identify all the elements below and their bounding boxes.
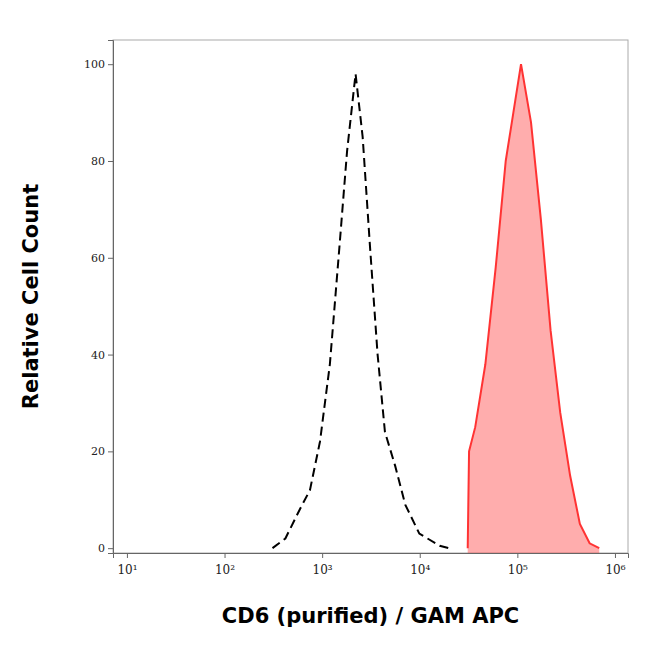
y-tick-label: 0 (98, 542, 105, 555)
y-tick-label: 60 (91, 252, 105, 265)
x-axis-line (114, 554, 629, 559)
y-tick-mark (108, 258, 113, 259)
y-tick: 100 (84, 58, 113, 71)
area-fill (468, 64, 600, 553)
x-tick-mark (420, 553, 421, 558)
x-axis: 10¹ 10² 10³ 10⁴ 10⁵ 10⁶ (114, 553, 629, 577)
y-tick-label: 80 (91, 155, 105, 168)
x-tick-label: 10² (215, 563, 235, 577)
x-tick-label: 10³ (313, 563, 333, 577)
y-tick-label: 100 (84, 58, 105, 71)
x-tick: 10³ (313, 553, 333, 577)
x-tick: 10⁴ (410, 553, 430, 577)
x-tick: 10⁵ (508, 553, 528, 577)
y-axis-line (108, 41, 114, 554)
x-tick-label: 10⁵ (508, 563, 528, 577)
chart: 10¹ 10² 10³ 10⁴ 10⁵ 10⁶ 0 20 40 60 80 100 CD6 (purif… (0, 0, 650, 645)
y-tick: 20 (91, 445, 113, 458)
y-axis: 0 20 40 60 80 100 (84, 41, 114, 556)
x-tick-mark (322, 553, 323, 558)
y-tick-mark (108, 548, 113, 549)
x-tick-mark (615, 553, 616, 558)
data-layer (272, 64, 599, 553)
y-tick: 40 (91, 349, 113, 362)
x-tick-mark (225, 553, 226, 558)
plot-area: 10¹ 10² 10³ 10⁴ 10⁵ 10⁶ 0 20 40 60 80 100 (84, 40, 629, 577)
x-tick-label: 10⁴ (410, 563, 430, 577)
x-tick-label: 10¹ (117, 563, 137, 577)
x-tick-label: 10⁶ (605, 563, 625, 577)
y-tick-label: 40 (91, 349, 105, 362)
x-tick: 10⁶ (605, 553, 625, 577)
y-tick: 0 (98, 542, 113, 555)
y-tick-label: 20 (91, 445, 105, 458)
y-tick-mark (108, 64, 113, 65)
y-tick: 60 (91, 252, 113, 265)
y-tick-mark (108, 355, 113, 356)
x-tick-mark (517, 553, 518, 558)
series-line (272, 74, 449, 548)
x-axis-title: CD6 (purified) / GAM APC (222, 604, 519, 628)
y-tick-mark (108, 161, 113, 162)
y-axis-title: Relative Cell Count (19, 184, 43, 409)
y-tick: 80 (91, 155, 113, 168)
plot-frame (113, 40, 628, 553)
series-line (468, 64, 600, 548)
x-tick: 10² (215, 553, 235, 577)
x-tick-mark (127, 553, 128, 558)
x-tick: 10¹ (117, 553, 137, 577)
y-tick-mark (108, 451, 113, 452)
